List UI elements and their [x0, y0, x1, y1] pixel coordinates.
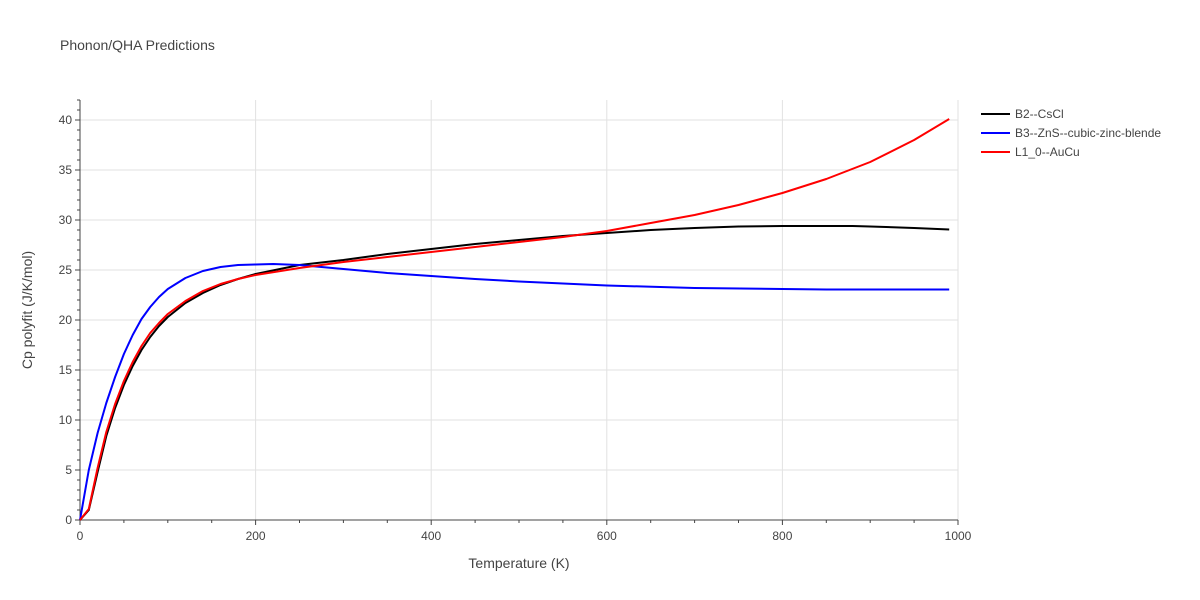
y-tick-label: 0	[65, 513, 72, 527]
legend-label: B3--ZnS--cubic-zinc-blende	[1015, 126, 1161, 140]
legend-item-0[interactable]: B2--CsCl	[981, 107, 1064, 121]
x-tick-label: 0	[77, 529, 84, 543]
y-tick-label: 30	[59, 213, 73, 227]
axes	[75, 99, 959, 525]
grid	[80, 100, 959, 520]
x-tick-label: 800	[772, 529, 792, 543]
legend-label: B2--CsCl	[1015, 107, 1064, 121]
y-tick-label: 35	[59, 163, 73, 177]
y-tick-label: 25	[59, 263, 73, 277]
plot-area	[79, 118, 950, 521]
y-tick-label: 15	[59, 363, 73, 377]
chart-title: Phonon/QHA Predictions	[60, 37, 215, 53]
legend[interactable]: B2--CsCl B3--ZnS--cubic-zinc-blende L1_0--…	[981, 107, 1161, 159]
series-line-1[interactable]	[79, 263, 950, 521]
x-tick-label: 200	[246, 529, 266, 543]
y-tick-label: 10	[59, 413, 73, 427]
y-tick-label: 40	[59, 113, 73, 127]
legend-label: L1_0--AuCu	[1015, 145, 1080, 159]
y-tick-label: 20	[59, 313, 73, 327]
x-axis-title: Temperature (K)	[468, 555, 569, 571]
x-tick-label: 1000	[945, 529, 972, 543]
x-tick-label: 600	[597, 529, 617, 543]
y-axis-title: Cp polyfit (J/K/mol)	[19, 251, 35, 369]
legend-item-1[interactable]: B3--ZnS--cubic-zinc-blende	[981, 126, 1161, 140]
legend-item-2[interactable]: L1_0--AuCu	[981, 145, 1080, 159]
x-tick-label: 400	[421, 529, 441, 543]
series-line-2[interactable]	[79, 118, 950, 521]
y-tick-label: 5	[65, 463, 72, 477]
